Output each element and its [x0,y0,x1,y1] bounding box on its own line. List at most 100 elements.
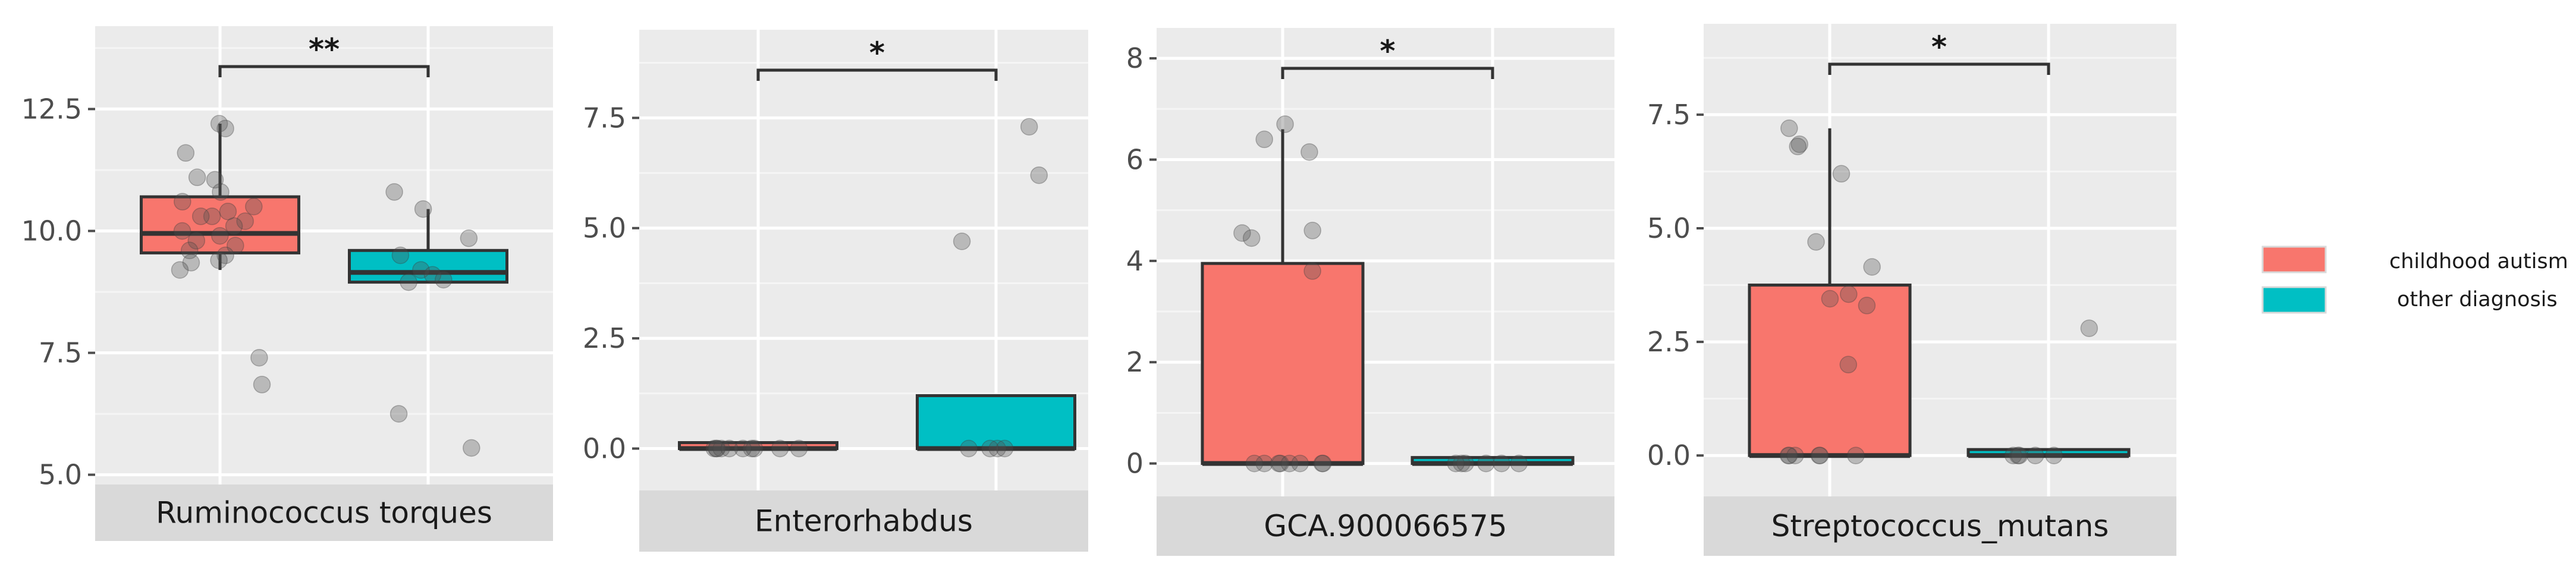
data-point [389,405,408,423]
box-body [140,195,300,254]
data-point [187,232,206,250]
data-point [463,439,480,457]
facet-strip [639,490,1088,552]
data-point [743,439,761,458]
box-other-diagnosis [916,394,1076,451]
data-point [212,183,230,201]
legend-swatch-childhood-autism [2261,246,2327,273]
legend: childhood autism other diagnosis [2261,246,2568,314]
data-point [435,270,453,289]
data-point [1456,454,1474,473]
data-point [1303,262,1321,280]
data-point [203,207,221,225]
data-point [708,439,726,458]
y-tick-label: 6 [1126,143,1144,175]
data-point [1821,290,1839,308]
data-point [1242,229,1261,247]
data-point [2045,446,2063,464]
facet-strip-label: Ruminococcus torques [156,496,492,530]
data-point [1245,454,1264,473]
data-point [1807,233,1825,251]
data-point [1291,454,1309,473]
data-point [1493,454,1510,473]
data-point [188,168,206,187]
facet-strip-label: Enterorhabdus [755,504,973,539]
data-point [180,241,199,260]
data-point [250,348,268,367]
data-point [216,246,234,265]
data-point [1300,143,1318,161]
data-point [216,119,234,137]
data-point [1786,446,1804,464]
significance-bracket [1828,62,2050,75]
data-point [712,439,730,458]
data-point [171,261,189,279]
data-point [412,261,430,279]
data-point [210,251,228,269]
y-tick-label: 12.5 [21,93,82,125]
data-point [1276,115,1294,133]
data-point [1847,446,1865,464]
y-tick-label: 2 [1126,346,1144,378]
data-point [460,229,478,247]
data-point [1863,258,1881,276]
facet-strip [95,485,553,541]
data-point [1839,356,1858,374]
facet-strip [1704,496,2176,556]
data-point [253,376,271,394]
data-point [1280,454,1299,473]
data-point [745,439,764,458]
significance-bracket [756,68,998,81]
data-point [174,193,191,211]
data-point [1270,454,1288,473]
data-point [705,439,724,458]
data-point [1790,135,1808,153]
data-point [206,171,224,189]
data-point [391,246,410,265]
box-childhood-autism [140,124,300,270]
legend-swatch-other-diagnosis [2261,286,2327,314]
data-point [1453,454,1471,473]
data-point [707,439,725,458]
data-point [1810,446,1829,464]
data-point [790,439,808,458]
data-point [225,217,243,235]
data-point [2080,319,2099,337]
facet-strip-label: GCA.900066575 [1264,509,1507,543]
facet-gca-900066575: 0 2 4 6 8 * GCA.900066575 [1126,28,1614,556]
y-tick-label: 7.5 [1647,99,1691,131]
data-point [2010,446,2028,464]
data-point [1233,224,1251,242]
box-other-diagnosis [1410,456,1575,466]
y-tick-label: 0.0 [583,433,626,465]
box-body [1201,262,1365,465]
box-childhood-autism [678,441,838,451]
data-point [981,439,999,458]
data-point [236,212,254,230]
data-point [720,439,739,458]
box-childhood-autism [1201,129,1365,466]
significance-label: * [1931,30,1947,64]
data-point [1780,446,1798,464]
data-point [2004,446,2022,464]
box-body [348,248,508,284]
y-tick-label: 0.0 [1647,439,1691,471]
box-body [1748,284,1912,457]
legend-label-other-diagnosis: other diagnosis [2397,288,2558,312]
data-point [1030,166,1048,184]
data-point [960,439,978,458]
data-point [173,222,191,240]
data-point [1477,454,1495,473]
y-tick-label: 5.0 [583,212,626,244]
data-point [988,439,1006,458]
box-other-diagnosis [348,209,508,284]
data-point [211,226,229,245]
significance-bracket [1281,67,1494,79]
box-childhood-autism [1748,128,1912,458]
y-tick-label: 8 [1126,42,1144,74]
y-tick-label: 10.0 [21,215,82,247]
data-point [1447,454,1465,473]
facet-strip-label: Streptococcus_mutans [1771,509,2109,543]
significance-bracket [218,65,430,77]
